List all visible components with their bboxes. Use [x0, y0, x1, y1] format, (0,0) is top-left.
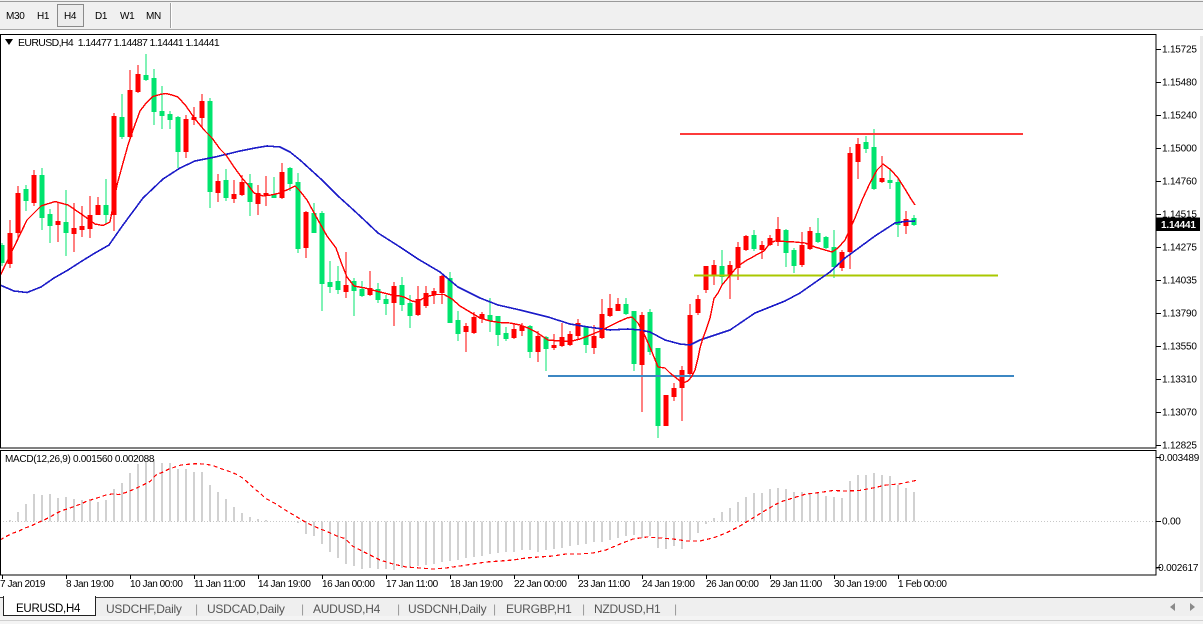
svg-text:14 Jan 19:00: 14 Jan 19:00 [258, 579, 311, 590]
svg-text:16 Jan 00:00: 16 Jan 00:00 [322, 579, 375, 590]
svg-text:1.15240: 1.15240 [1162, 111, 1197, 122]
svg-text:1.13070: 1.13070 [1162, 408, 1197, 419]
svg-text:-0.002617: -0.002617 [1155, 563, 1199, 574]
svg-text:8 Jan 19:00: 8 Jan 19:00 [66, 579, 114, 590]
svg-text:0.003489: 0.003489 [1159, 453, 1200, 464]
svg-text:18 Jan 19:00: 18 Jan 19:00 [450, 579, 503, 590]
svg-text:1.13790: 1.13790 [1162, 309, 1197, 320]
svg-text:1.15725: 1.15725 [1162, 45, 1197, 56]
svg-text:7 Jan 2019: 7 Jan 2019 [0, 579, 46, 590]
svg-text:10 Jan 00:00: 10 Jan 00:00 [130, 579, 183, 590]
svg-text:1.15480: 1.15480 [1162, 78, 1197, 89]
svg-text:1 Feb 00:00: 1 Feb 00:00 [898, 579, 947, 590]
svg-text:0.00: 0.00 [1162, 517, 1181, 528]
svg-text:1.14035: 1.14035 [1162, 276, 1197, 287]
svg-text:11 Jan 11:00: 11 Jan 11:00 [194, 579, 246, 590]
svg-text:1.14515: 1.14515 [1162, 210, 1197, 221]
svg-text:1.14760: 1.14760 [1162, 177, 1197, 188]
svg-text:22 Jan 00:00: 22 Jan 00:00 [514, 579, 567, 590]
svg-text:1.14441: 1.14441 [1161, 220, 1196, 231]
svg-text:1.14275: 1.14275 [1162, 243, 1197, 254]
svg-text:26 Jan 00:00: 26 Jan 00:00 [706, 579, 759, 590]
svg-text:1.12825: 1.12825 [1162, 441, 1197, 452]
svg-text:30 Jan 19:00: 30 Jan 19:00 [834, 579, 887, 590]
svg-text:23 Jan 11:00: 23 Jan 11:00 [578, 579, 631, 590]
svg-text:1.15000: 1.15000 [1162, 144, 1197, 155]
svg-text:29 Jan 11:00: 29 Jan 11:00 [770, 579, 823, 590]
svg-text:17 Jan 11:00: 17 Jan 11:00 [386, 579, 439, 590]
svg-text:24 Jan 19:00: 24 Jan 19:00 [642, 579, 695, 590]
svg-text:1.13310: 1.13310 [1162, 375, 1197, 386]
svg-text:1.13550: 1.13550 [1162, 342, 1197, 353]
